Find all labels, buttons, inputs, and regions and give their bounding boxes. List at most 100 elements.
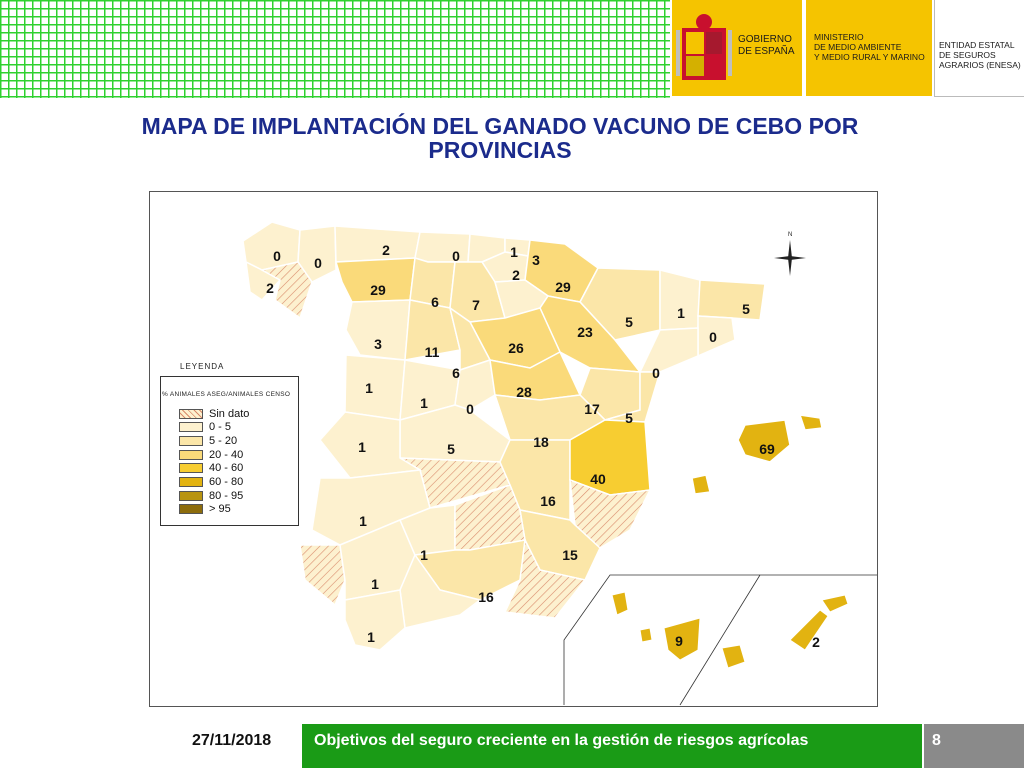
legend-heading: LEYENDA (180, 362, 225, 371)
legend-label: > 95 (209, 503, 231, 516)
province-value-label: 5 (625, 314, 633, 330)
spain-coat-of-arms-icon (676, 14, 732, 80)
page-title-line1: MAPA DE IMPLANTACIÓN DEL GANADO VACUNO D… (141, 113, 859, 139)
province-value-label: 1 (371, 576, 379, 592)
ministerio-text: MINISTERIO DE MEDIO AMBIENTE Y MEDIO RUR… (814, 32, 925, 62)
legend-label: Sin dato (209, 407, 250, 420)
province-value-label: 0 (452, 248, 460, 264)
province-value-label: 6 (452, 365, 460, 381)
footer-caption-text: Objetivos del seguro creciente en la ges… (314, 732, 809, 749)
province-value-label: 17 (584, 401, 600, 417)
province-value-label: 69 (759, 441, 775, 457)
province-mallorca (737, 419, 791, 463)
province-value-label: 16 (478, 589, 494, 605)
canary-inset-border (563, 574, 877, 705)
province-value-label: 1 (359, 513, 367, 529)
ministerio-logo: MINISTERIO DE MEDIO AMBIENTE Y MEDIO RUR… (806, 0, 932, 96)
province-value-label: 0 (709, 329, 717, 345)
island-fuerteventura (789, 609, 829, 651)
legend-label: 0 - 5 (209, 421, 232, 434)
province-value-label: 23 (577, 324, 593, 340)
island-tenerife (663, 617, 701, 661)
canary-inset-divider (679, 574, 761, 706)
legend-label: 40 - 60 (209, 462, 244, 475)
province-value-label: 1 (677, 305, 685, 321)
province-huelva (299, 544, 346, 607)
legend-swatch (179, 422, 203, 433)
page-title-line2: PROVINCIAS (428, 137, 572, 163)
province-value-label: 16 (540, 493, 556, 509)
legend-label: 20 - 40 (209, 448, 244, 461)
legend-item: 5 - 20 (179, 434, 238, 447)
province-tarragona (638, 327, 699, 373)
province-value-label: 15 (562, 547, 578, 563)
legend-swatch (179, 408, 203, 419)
province-lleida (659, 269, 701, 331)
province-value-label: 2 (382, 242, 390, 258)
province-value-label: 29 (370, 282, 386, 298)
province-value-label: 0 (466, 401, 474, 417)
island-la-palma (611, 591, 629, 616)
legend-label: 60 - 80 (209, 476, 244, 488)
legend-swatch (179, 477, 203, 487)
legend-item: 40 - 60 (179, 462, 244, 475)
province-value-label: 28 (516, 384, 532, 400)
province-lugo (297, 225, 337, 283)
province-girona (697, 279, 766, 321)
province-value-label: 9 (675, 633, 683, 649)
province-value-label: 1 (367, 629, 375, 645)
legend-label: 5 - 20 (209, 434, 238, 447)
province-value-label: 5 (742, 301, 750, 317)
province-value-label: 1 (420, 547, 428, 563)
legend-item: 60 - 80 (179, 476, 244, 488)
enesa-logo: ENTIDAD ESTATAL DE SEGUROS AGRARIOS (ENE… (934, 0, 1024, 97)
legend-swatch (179, 449, 203, 460)
province-value-label: 1 (358, 439, 366, 455)
province-value-label: 7 (472, 297, 480, 313)
province-value-label: 0 (314, 255, 322, 271)
province-ourense (259, 261, 313, 320)
page-number-text: 8 (932, 732, 941, 749)
footer-date-text: 27/11/2018 (192, 732, 272, 749)
province-value-label: 5 (447, 441, 455, 457)
legend-item: 80 - 95 (179, 489, 244, 502)
legend-item: 0 - 5 (179, 421, 232, 434)
legend-swatch (179, 504, 203, 515)
compass-north-label: N (788, 232, 792, 238)
page-title: MAPA DE IMPLANTACIÓN DEL GANADO VACUNO D… (60, 114, 940, 162)
legend-swatch (179, 435, 203, 446)
grid-banner (0, 0, 670, 98)
island-gomera (639, 627, 653, 643)
province-value-label: 29 (555, 279, 571, 295)
province-value-label: 3 (532, 252, 540, 268)
province-menorca (798, 414, 823, 431)
legend-swatch (179, 490, 203, 501)
province-value-label: 0 (273, 248, 281, 264)
island-lanzarote (821, 594, 849, 613)
gobierno-logo: GOBIERNO DE ESPAÑA (672, 0, 802, 96)
footer-left (0, 724, 158, 768)
province-value-label: 11 (424, 344, 440, 360)
province-value-label: 2 (266, 280, 274, 296)
province-ibiza (691, 474, 711, 495)
province-value-label: 6 (431, 294, 439, 310)
page-number: 8 (924, 724, 1024, 768)
legend-subtitle: % ANIMALES ASEG/ANIMALES CENSO (162, 391, 291, 398)
legend-item: > 95 (179, 503, 231, 516)
legend-label: 80 - 95 (209, 489, 244, 502)
province-value-label: 2 (812, 634, 820, 650)
province-value-label: 1 (420, 395, 428, 411)
province-value-label: 5 (625, 410, 633, 426)
province-almeria (503, 537, 587, 619)
province-value-label: 0 (652, 365, 660, 381)
province-madrid (454, 359, 496, 411)
province-value-label: 1 (365, 380, 373, 396)
legend-item: 20 - 40 (179, 448, 244, 461)
footer-caption: Objetivos del seguro creciente en la ges… (302, 724, 922, 768)
enesa-text: ENTIDAD ESTATAL DE SEGUROS AGRARIOS (ENE… (939, 40, 1021, 70)
province-value-label: 2 (512, 267, 520, 283)
province-value-label: 26 (508, 340, 524, 356)
province-value-label: 18 (533, 434, 549, 450)
province-pontevedra (245, 260, 282, 301)
